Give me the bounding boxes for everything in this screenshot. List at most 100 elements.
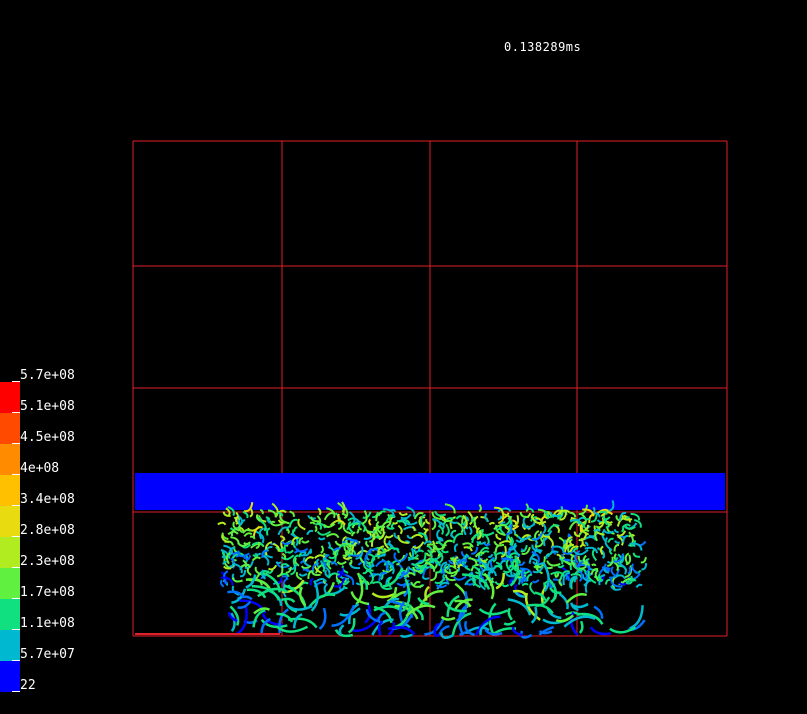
foam-strut bbox=[302, 541, 309, 543]
foam-strut bbox=[250, 537, 255, 540]
foam-strut bbox=[414, 582, 420, 585]
foam-strut bbox=[427, 541, 431, 543]
foam-strut bbox=[480, 609, 508, 614]
impactor-plate bbox=[135, 473, 725, 510]
foam-strut bbox=[615, 545, 619, 552]
foam-strut bbox=[319, 538, 325, 540]
legend-tick bbox=[12, 505, 20, 506]
foam-strut bbox=[634, 553, 640, 557]
foam-strut bbox=[501, 546, 506, 557]
foam-strut bbox=[269, 565, 277, 569]
foam-strut bbox=[430, 572, 436, 581]
foam-strut bbox=[468, 512, 472, 525]
foam-strut bbox=[287, 550, 293, 552]
foam-strut bbox=[641, 557, 646, 562]
legend-label: 4e+08 bbox=[20, 462, 59, 476]
foam-strut bbox=[500, 561, 505, 565]
foam-strut bbox=[282, 555, 294, 559]
foam-strut bbox=[268, 510, 276, 517]
legend-label: 2.3e+08 bbox=[20, 555, 75, 569]
foam-strut bbox=[392, 524, 394, 530]
foam-strut bbox=[628, 567, 630, 573]
legend-label: 22 bbox=[20, 679, 36, 693]
foam-strut bbox=[255, 553, 261, 554]
foam-strut bbox=[294, 542, 296, 548]
foam-strut bbox=[442, 550, 449, 552]
foam-strut bbox=[521, 512, 529, 517]
foam-strut bbox=[290, 520, 298, 528]
foam-strut bbox=[555, 573, 556, 577]
legend-swatch bbox=[0, 444, 20, 475]
foam-strut bbox=[278, 528, 288, 535]
foam-strut bbox=[412, 563, 418, 565]
legend-tick bbox=[12, 567, 20, 568]
foam-strut bbox=[636, 585, 642, 588]
foam-strut bbox=[363, 570, 368, 574]
foam-strut bbox=[622, 527, 624, 531]
foam-structure bbox=[135, 500, 646, 637]
foam-strut bbox=[303, 570, 308, 572]
legend-label: 3.4e+08 bbox=[20, 493, 75, 507]
foam-strut bbox=[623, 536, 628, 543]
foam-strut bbox=[228, 532, 238, 535]
foam-strut bbox=[591, 627, 611, 634]
foam-strut bbox=[610, 627, 636, 632]
foam-strut bbox=[253, 557, 261, 560]
foam-strut bbox=[641, 563, 646, 569]
foam-strut bbox=[547, 536, 553, 548]
legend-tick bbox=[12, 412, 20, 413]
foam-strut bbox=[325, 570, 328, 577]
foam-strut bbox=[608, 539, 613, 543]
foam-strut bbox=[485, 514, 488, 522]
foam-strut bbox=[615, 541, 620, 543]
foam-strut bbox=[521, 631, 531, 638]
legend-swatch bbox=[0, 537, 20, 568]
foam-strut bbox=[278, 577, 282, 582]
foam-strut bbox=[473, 520, 475, 528]
foam-strut bbox=[423, 577, 429, 579]
foam-strut bbox=[376, 513, 382, 521]
foam-strut bbox=[316, 579, 326, 582]
foam-strut bbox=[283, 576, 288, 578]
legend-label: 1.7e+08 bbox=[20, 586, 75, 600]
legend-swatch bbox=[0, 568, 20, 599]
foam-strut bbox=[498, 516, 502, 520]
foam-strut bbox=[557, 555, 561, 558]
foam-strut bbox=[454, 534, 464, 543]
foam-strut bbox=[344, 557, 352, 559]
foam-strut bbox=[290, 512, 294, 517]
foam-strut bbox=[413, 542, 424, 548]
foam-strut bbox=[468, 558, 476, 565]
foam-strut bbox=[287, 605, 312, 609]
foam-strut bbox=[580, 621, 583, 633]
foam-strut bbox=[612, 567, 616, 576]
foam-strut bbox=[243, 512, 248, 518]
foam-strut bbox=[244, 542, 250, 544]
foam-strut bbox=[242, 520, 245, 523]
foam-strut bbox=[349, 560, 351, 565]
foam-strut bbox=[570, 513, 575, 518]
legend-label: 1.1e+08 bbox=[20, 617, 75, 631]
legend-swatch bbox=[0, 506, 20, 537]
foam-strut bbox=[521, 545, 527, 551]
foam-strut bbox=[533, 580, 539, 583]
foam-strut bbox=[544, 538, 547, 546]
foam-strut bbox=[340, 625, 344, 635]
foam-strut bbox=[328, 542, 330, 548]
foam-strut bbox=[412, 527, 414, 531]
foam-strut bbox=[248, 568, 252, 575]
foam-strut bbox=[312, 581, 318, 611]
foam-strut bbox=[320, 608, 326, 629]
foam-strut bbox=[218, 523, 226, 525]
foam-strut bbox=[397, 521, 406, 526]
foam-strut bbox=[315, 555, 325, 558]
foam-strut bbox=[454, 577, 466, 580]
foam-strut bbox=[310, 523, 315, 525]
foam-strut bbox=[496, 534, 501, 540]
foam-strut bbox=[488, 554, 492, 557]
legend-tick bbox=[12, 598, 20, 599]
legend-label: 5.7e+07 bbox=[20, 648, 75, 662]
foam-strut bbox=[378, 613, 385, 621]
foam-strut bbox=[300, 587, 305, 605]
